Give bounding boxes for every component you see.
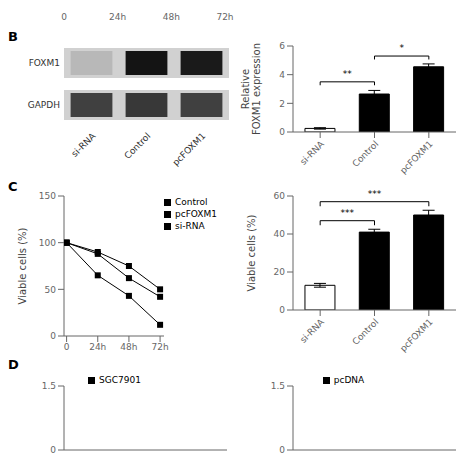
svg-text:6: 6 bbox=[279, 41, 285, 51]
html-text:pcFOXM1: pcFOXM1 bbox=[175, 209, 217, 219]
svg-text:pcFOXM1: pcFOXM1 bbox=[171, 131, 208, 168]
svg-text:Viable cells (%): Viable cells (%) bbox=[17, 227, 28, 304]
svg-text:si-RNA: si-RNA bbox=[298, 316, 327, 345]
svg-text:**: ** bbox=[343, 69, 353, 79]
svg-text:GAPDH: GAPDH bbox=[28, 100, 60, 110]
svg-text:72h: 72h bbox=[216, 12, 233, 22]
svg-text:Control: Control bbox=[122, 131, 152, 161]
svg-text:si-RNA: si-RNA bbox=[69, 130, 98, 159]
svg-text:24h: 24h bbox=[109, 12, 126, 22]
html-text:C: C bbox=[8, 179, 18, 194]
svg-text:si-RNA: si-RNA bbox=[298, 138, 327, 167]
html-text:D: D bbox=[8, 357, 19, 372]
svg-text:pcFOXM1: pcFOXM1 bbox=[398, 139, 435, 176]
svg-text:4: 4 bbox=[279, 70, 285, 80]
svg-text:0: 0 bbox=[279, 445, 285, 454]
svg-text:2: 2 bbox=[279, 99, 285, 109]
svg-text:0: 0 bbox=[61, 12, 67, 22]
svg-text:0: 0 bbox=[279, 305, 285, 315]
svg-text:RelativeFOXM1 expression: RelativeFOXM1 expression bbox=[240, 43, 262, 135]
svg-text:60: 60 bbox=[274, 191, 286, 201]
html-text:SGC7901: SGC7901 bbox=[99, 375, 141, 385]
svg-text:0: 0 bbox=[279, 127, 285, 137]
html-text:B: B bbox=[8, 29, 18, 44]
svg-text:Control: Control bbox=[350, 139, 380, 169]
html-text:si-RNA: si-RNA bbox=[175, 221, 205, 231]
html-text:pcDNA: pcDNA bbox=[333, 375, 365, 385]
svg-text:48h: 48h bbox=[120, 342, 137, 352]
svg-text:0: 0 bbox=[64, 342, 70, 352]
svg-text:pcFOXM1: pcFOXM1 bbox=[398, 317, 435, 354]
svg-text:1.5: 1.5 bbox=[42, 381, 56, 391]
svg-text:24h: 24h bbox=[89, 342, 106, 352]
svg-text:72h: 72h bbox=[152, 342, 169, 352]
svg-text:0: 0 bbox=[50, 445, 56, 454]
html-text:Control: Control bbox=[175, 197, 208, 207]
svg-text:40: 40 bbox=[274, 229, 286, 239]
svg-text:0: 0 bbox=[50, 331, 56, 341]
svg-text:***: *** bbox=[368, 189, 382, 199]
svg-text:150: 150 bbox=[39, 191, 56, 201]
svg-text:48h: 48h bbox=[163, 12, 180, 22]
svg-text:50: 50 bbox=[45, 285, 57, 295]
svg-text:20: 20 bbox=[274, 267, 286, 277]
svg-text:Viable cells (%): Viable cells (%) bbox=[246, 214, 257, 291]
svg-text:*: * bbox=[399, 43, 404, 53]
svg-text:100: 100 bbox=[39, 238, 56, 248]
svg-text:FOXM1: FOXM1 bbox=[29, 58, 60, 68]
svg-text:1.5: 1.5 bbox=[271, 381, 285, 391]
svg-text:Control: Control bbox=[350, 317, 380, 347]
svg-text:***: *** bbox=[341, 208, 355, 218]
